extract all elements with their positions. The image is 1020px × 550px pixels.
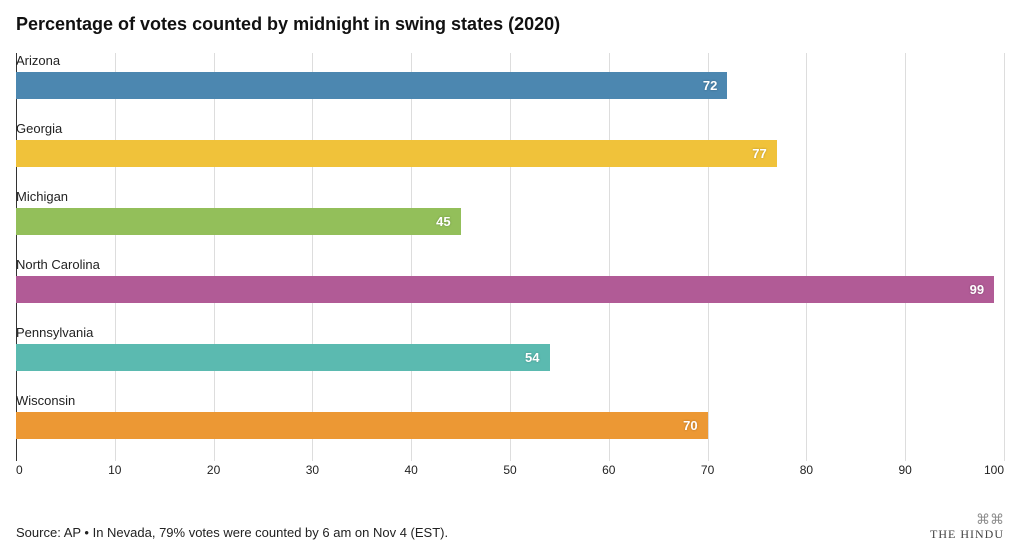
bar-label: Wisconsin: [16, 393, 1004, 408]
bar-value: 45: [436, 214, 450, 229]
bar-track: 54: [16, 344, 1004, 371]
bar-value: 77: [752, 146, 766, 161]
x-tick-label: 0: [16, 463, 23, 477]
bar: 99: [16, 276, 994, 303]
x-tick-label: 70: [701, 463, 714, 477]
grid-line: [1004, 53, 1005, 461]
bar-track: 70: [16, 412, 1004, 439]
x-tick-label: 30: [306, 463, 319, 477]
x-tick-label: 20: [207, 463, 220, 477]
bar-label: Michigan: [16, 189, 1004, 204]
bar-row: Michigan 45: [16, 189, 1004, 257]
x-tick-label: 80: [800, 463, 813, 477]
publisher-emblem-icon: ⌘⌘: [930, 514, 1004, 528]
x-axis: 0 10 20 30 40 50 60 70 80 90 100: [16, 461, 1004, 479]
bar-row: Wisconsin 70: [16, 393, 1004, 461]
source-text: Source: AP • In Nevada, 79% votes were c…: [16, 525, 448, 540]
bar-row: Pennsylvania 54: [16, 325, 1004, 393]
bar: 70: [16, 412, 708, 439]
x-tick-label: 60: [602, 463, 615, 477]
bar-label: Pennsylvania: [16, 325, 1004, 340]
bar-track: 99: [16, 276, 1004, 303]
bar-value: 99: [970, 282, 984, 297]
bar-label: Arizona: [16, 53, 1004, 68]
bar: 54: [16, 344, 550, 371]
bar: 77: [16, 140, 777, 167]
bar: 72: [16, 72, 727, 99]
x-tick-label: 10: [108, 463, 121, 477]
plot: 0 10 20 30 40 50 60 70 80 90 100 Arizona 72 Georgia 77…: [16, 53, 1004, 479]
bar-value: 54: [525, 350, 539, 365]
bar-row: Georgia 77: [16, 121, 1004, 189]
bar-track: 72: [16, 72, 1004, 99]
bar-row: North Carolina 99: [16, 257, 1004, 325]
x-tick-label: 100: [984, 463, 1004, 477]
bar-value: 72: [703, 78, 717, 93]
footer: Source: AP • In Nevada, 79% votes were c…: [16, 514, 1004, 540]
bar-track: 77: [16, 140, 1004, 167]
bar-label: North Carolina: [16, 257, 1004, 272]
x-tick-label: 40: [405, 463, 418, 477]
publisher-logo: ⌘⌘ THE HINDU: [930, 514, 1004, 540]
chart-title: Percentage of votes counted by midnight …: [16, 14, 1004, 35]
x-tick-label: 50: [503, 463, 516, 477]
bar-track: 45: [16, 208, 1004, 235]
chart-area: 0 10 20 30 40 50 60 70 80 90 100 Arizona 72 Georgia 77…: [16, 53, 1004, 483]
bar-label: Georgia: [16, 121, 1004, 136]
bar: 45: [16, 208, 461, 235]
publisher-name: THE HINDU: [930, 528, 1004, 540]
bar-value: 70: [683, 418, 697, 433]
bar-row: Arizona 72: [16, 53, 1004, 121]
x-tick-label: 90: [899, 463, 912, 477]
